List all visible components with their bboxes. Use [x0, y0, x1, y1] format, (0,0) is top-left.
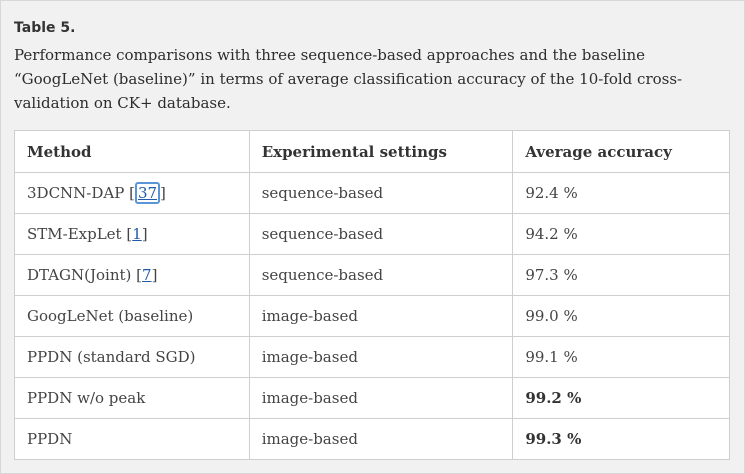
table-row: STM-ExpLet [1] sequence-based 94.2 % [14, 213, 730, 255]
method-name: 3DCNN-DAP [27, 184, 130, 202]
method-name: STM-ExpLet [27, 225, 127, 243]
accuracy-cell: 97.3 % [512, 254, 730, 296]
method-cell: PPDN w/o peak [14, 377, 250, 419]
setting-cell: image-based [248, 336, 514, 378]
column-header-settings: Experimental settings [248, 130, 514, 173]
table-header-row: Method Experimental settings Average acc… [14, 130, 730, 173]
table-row: GoogLeNet (baseline) image-based 99.0 % [14, 295, 730, 337]
method-name: DTAGN(Joint) [27, 266, 137, 284]
method-cell: DTAGN(Joint) [7] [14, 254, 250, 296]
table-caption: Performance comparisons with three seque… [14, 46, 683, 112]
setting-cell: sequence-based [248, 213, 514, 255]
table-label: Table 5. [14, 20, 76, 36]
table-row: DTAGN(Joint) [7] sequence-based 97.3 % [14, 254, 730, 296]
accuracy-cell: 99.3 % [512, 418, 730, 460]
column-header-accuracy: Average accuracy [512, 130, 730, 173]
accuracy-cell: 99.2 % [512, 377, 730, 419]
citation-link[interactable]: 7 [142, 266, 152, 284]
column-header-method: Method [14, 130, 250, 173]
citation-link[interactable]: 37 [134, 182, 161, 204]
setting-cell: sequence-based [248, 172, 514, 214]
method-cell: GoogLeNet (baseline) [14, 295, 250, 337]
comparison-table: Method Experimental settings Average acc… [14, 130, 730, 460]
table-row: PPDN w/o peak image-based 99.2 % [14, 377, 730, 419]
setting-cell: sequence-based [248, 254, 514, 296]
accuracy-cell: 94.2 % [512, 213, 730, 255]
method-cell: STM-ExpLet [1] [14, 213, 250, 255]
method-cell: 3DCNN-DAP [37] [14, 172, 250, 214]
accuracy-cell: 92.4 % [512, 172, 730, 214]
table-row: 3DCNN-DAP [37] sequence-based 92.4 % [14, 172, 730, 214]
table-row: PPDN image-based 99.3 % [14, 418, 730, 460]
accuracy-cell: 99.0 % [512, 295, 730, 337]
method-cell: PPDN (standard SGD) [14, 336, 250, 378]
setting-cell: image-based [248, 377, 514, 419]
method-cell: PPDN [14, 418, 250, 460]
table-row: PPDN (standard SGD) image-based 99.1 % [14, 336, 730, 378]
setting-cell: image-based [248, 418, 514, 460]
accuracy-cell: 99.1 % [512, 336, 730, 378]
setting-cell: image-based [248, 295, 514, 337]
citation-link[interactable]: 1 [132, 225, 142, 243]
